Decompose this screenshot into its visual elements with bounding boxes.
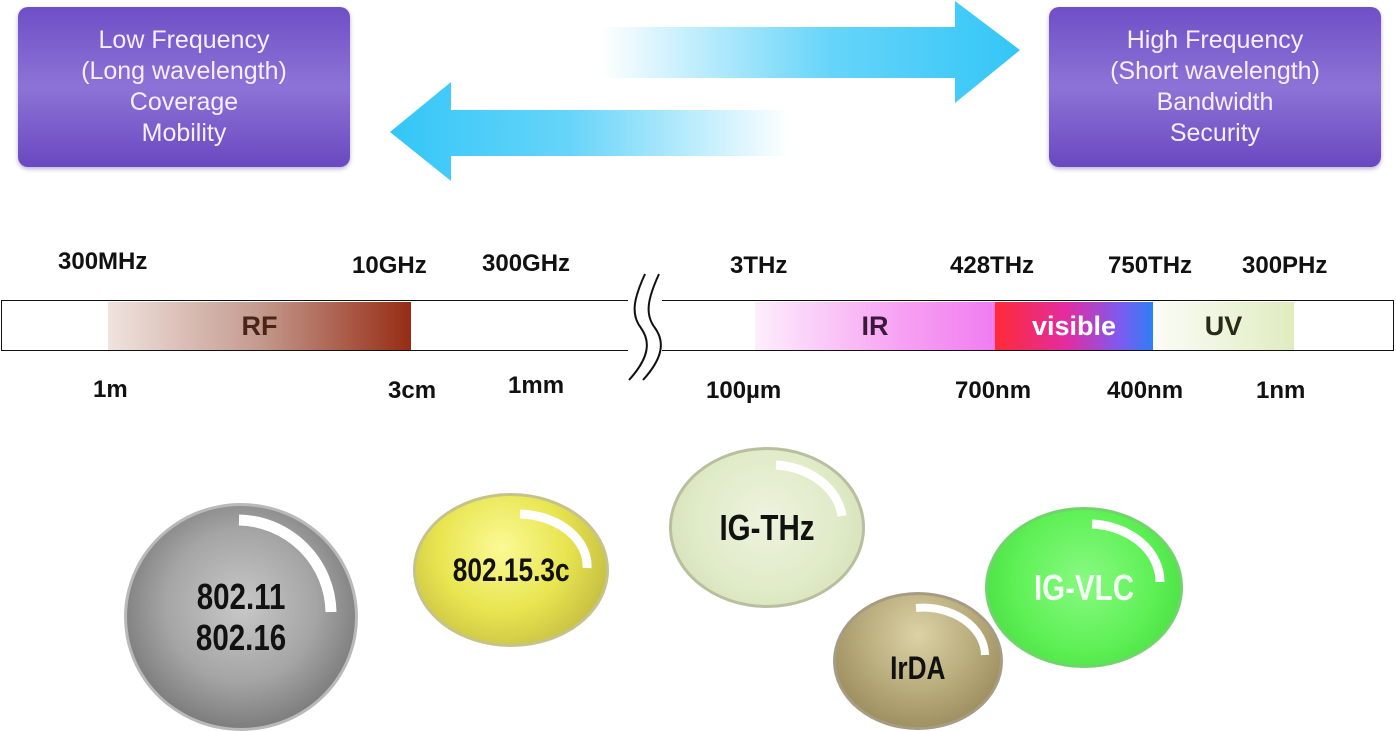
wavelength-label-1nm: 1nm	[1256, 377, 1306, 404]
tech-label-802-15-3c: 802.15.3c	[452, 551, 570, 588]
direction-arrows	[390, 1, 1020, 181]
low-box-line-3: Coverage	[129, 88, 239, 116]
highlight-arc-icon	[1091, 519, 1165, 583]
tech-circle-802-11-802-16: 802.11 802.16	[124, 503, 358, 731]
high-box-line-3: Bandwidth	[1156, 88, 1274, 116]
wavelength-label-400nm: 400nm	[1107, 377, 1184, 404]
freq-label-300ghz: 300GHz	[482, 250, 571, 277]
band-uv: UV	[1153, 302, 1294, 350]
band-visible: visible	[995, 302, 1153, 350]
freq-label-428thz: 428THz	[950, 252, 1035, 279]
freq-label-300phz: 300PHz	[1242, 252, 1328, 279]
low-frequency-box: Low Frequency (Long wavelength) Coverage…	[18, 7, 350, 167]
tech-circle-ig-thz: IG-THz	[669, 447, 865, 608]
tech-label-irda: IrDA	[890, 649, 946, 686]
highlight-arc-icon	[915, 603, 989, 656]
freq-label-3thz: 3THz	[730, 252, 788, 279]
tech-circle-irda: IrDA	[833, 592, 1003, 730]
band-ir: IR	[755, 302, 995, 350]
axis-break-icon	[628, 273, 662, 381]
low-box-line-1: Low Frequency	[98, 26, 270, 54]
wavelength-label-3cm: 3cm	[388, 377, 437, 404]
high-box-line-2: (Short wavelength)	[1110, 57, 1320, 85]
freq-label-300mhz: 300MHz	[58, 248, 148, 275]
highlight-arc-icon	[238, 514, 337, 613]
freq-label-750thz: 750THz	[1108, 252, 1193, 279]
tech-label-802-11: 802.11	[196, 575, 286, 617]
tech-label-ig-vlc: IG-VLC	[1033, 566, 1135, 608]
tech-label-ig-thz: IG-THz	[719, 506, 815, 548]
low-box-line-2: (Long wavelength)	[81, 57, 287, 85]
wavelength-label-100um: 100µm	[706, 377, 782, 404]
low-box-line-4: Mobility	[141, 119, 227, 147]
high-box-line-4: Security	[1169, 119, 1261, 147]
highlight-arc-icon	[519, 509, 592, 569]
high-box-line-1: High Frequency	[1126, 26, 1304, 54]
left-arrow-icon	[390, 82, 790, 181]
freq-label-10ghz: 10GHz	[352, 252, 427, 279]
band-rf: RF	[108, 302, 411, 350]
right-arrow-icon	[600, 1, 1020, 103]
tech-circle-802-15-3c: 802.15.3c	[413, 493, 609, 647]
tech-label-802-16: 802.16	[195, 617, 287, 658]
high-frequency-box: High Frequency (Short wavelength) Bandwi…	[1049, 7, 1381, 167]
highlight-arc-icon	[775, 460, 847, 517]
wavelength-label-1mm: 1mm	[508, 372, 565, 399]
wavelength-label-700nm: 700nm	[955, 377, 1032, 404]
tech-circle-ig-vlc: IG-VLC	[985, 507, 1183, 668]
wavelength-label-1m: 1m	[93, 376, 128, 403]
